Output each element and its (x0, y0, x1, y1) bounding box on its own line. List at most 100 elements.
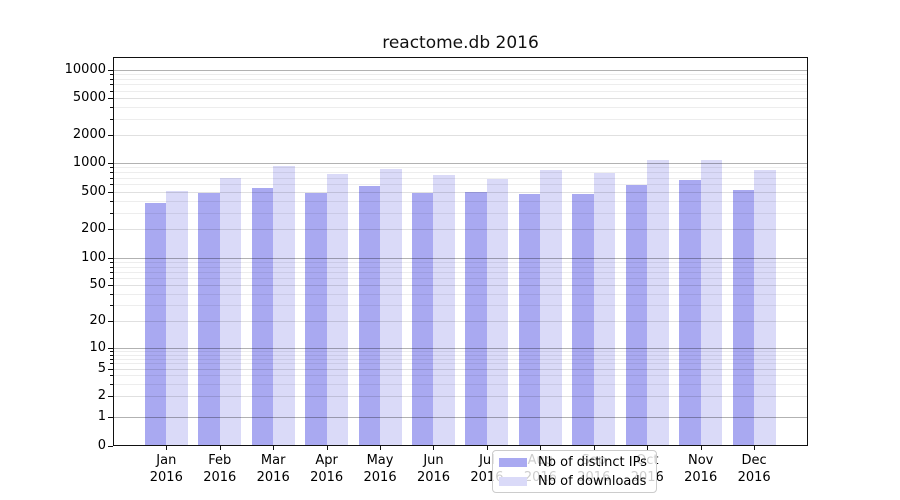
y-tick-minor-9000 (110, 74, 113, 76)
gridline-minor-3 (113, 384, 808, 386)
x-tick-year: 2016 (310, 470, 344, 485)
gridline-minor-8 (113, 354, 808, 356)
x-tick-jan-2016 (166, 446, 168, 450)
gridline-minor-90 (113, 262, 808, 264)
bar-distinct-ips-oct-2016 (625, 184, 648, 446)
bar-downloads-sep-2016 (593, 173, 616, 446)
y-tick-label-100: 100 (81, 250, 106, 265)
gridline-2 (113, 396, 808, 398)
gridline-500 (113, 191, 808, 193)
y-tick-100 (108, 258, 113, 259)
y-tick-0 (108, 446, 113, 447)
bar-distinct-ips-mar-2016 (251, 188, 274, 446)
bar-downloads-jul-2016 (486, 178, 509, 446)
gridline-minor-300 (113, 212, 808, 214)
x-tick-year: 2016 (203, 470, 237, 485)
y-tick-minor-90 (110, 262, 113, 264)
x-tick-label-may-2016: May 2016 (344, 452, 416, 486)
legend: Nb of distinct IPs Nb of downloads (492, 450, 657, 493)
x-tick-sep-2016 (593, 446, 595, 450)
y-tick-minor-800 (110, 172, 113, 174)
y-tick-minor-30 (110, 305, 113, 307)
x-tick-may-2016 (380, 446, 382, 450)
gridline-minor-600 (113, 184, 808, 186)
x-tick-mar-2016 (273, 446, 275, 450)
y-tick-minor-70 (110, 271, 113, 273)
y-tick-2 (108, 396, 113, 398)
y-tick-5000 (108, 97, 113, 99)
bar-downloads-jun-2016 (433, 174, 455, 446)
x-tick-label-nov-2016: Nov 2016 (665, 452, 737, 486)
plot-area: Nb of distinct IPs Nb of downloads (113, 57, 808, 493)
gridline-2000 (113, 135, 808, 136)
y-tick-label-0: 0 (97, 438, 106, 453)
y-tick-label-1000: 1000 (72, 155, 106, 170)
gridline-minor-400 (113, 200, 808, 202)
y-tick-minor-6 (110, 363, 113, 365)
y-tick-label-20: 20 (89, 312, 106, 328)
gridline-minor-60 (113, 277, 808, 279)
x-tick-dec-2016 (754, 446, 756, 450)
y-tick-label-10000: 10000 (64, 62, 106, 77)
y-tick-minor-3 (110, 384, 113, 386)
x-tick-aug-2016 (540, 446, 542, 450)
bar-downloads-may-2016 (380, 169, 402, 446)
y-tick-200 (108, 229, 113, 231)
gridline-50 (113, 285, 808, 287)
y-tick-minor-4 (110, 375, 113, 377)
gridline-minor-80 (113, 266, 808, 268)
gridline-minor-30 (113, 305, 808, 307)
y-tick-label-5000: 5000 (72, 89, 106, 105)
gridline-minor-9 (113, 351, 808, 353)
x-tick-month: Jan (156, 453, 177, 468)
y-tick-10 (108, 348, 113, 349)
legend-swatch-downloads (499, 476, 527, 486)
y-tick-20 (108, 320, 113, 322)
bar-distinct-ips-aug-2016 (518, 194, 541, 446)
gridline-5000 (113, 97, 808, 99)
bar-distinct-ips-jan-2016 (144, 202, 167, 446)
bar-downloads-jan-2016 (166, 191, 188, 446)
y-tick-minor-4000 (110, 107, 113, 108)
x-tick-month: May (366, 453, 394, 468)
x-tick-nov-2016 (700, 446, 702, 450)
y-tick-minor-400 (110, 200, 113, 202)
bar-downloads-mar-2016 (273, 166, 295, 446)
bar-distinct-ips-dec-2016 (732, 189, 755, 446)
x-tick-jun-2016 (433, 446, 435, 450)
gridline-1 (113, 417, 808, 418)
gridline-minor-4 (113, 375, 808, 377)
y-tick-label-1: 1 (97, 409, 106, 424)
gridline-minor-6000 (113, 90, 808, 92)
x-tick-month: Mar (260, 453, 286, 468)
x-tick-apr-2016 (326, 446, 328, 450)
x-tick-label-dec-2016: Dec 2016 (718, 452, 790, 486)
x-tick-month: Jun (423, 453, 444, 468)
x-tick-month: Dec (741, 453, 767, 468)
x-tick-month: Apr (315, 453, 338, 468)
x-tick-label-feb-2016: Feb 2016 (184, 452, 256, 486)
bar-distinct-ips-sep-2016 (572, 193, 594, 446)
bar-downloads-aug-2016 (540, 169, 562, 446)
y-tick-500 (108, 191, 113, 193)
gridline-minor-40 (113, 293, 808, 295)
legend-item-distinct-ips: Nb of distinct IPs (499, 454, 650, 470)
bar-downloads-feb-2016 (219, 178, 242, 446)
x-tick-label-jun-2016: Jun 2016 (397, 452, 469, 486)
y-tick-label-500: 500 (81, 183, 106, 199)
y-tick-50 (108, 285, 113, 287)
y-tick-10000 (108, 70, 113, 71)
x-tick-month: Feb (208, 453, 232, 468)
x-tick-year: 2016 (684, 470, 718, 485)
y-tick-minor-300 (110, 212, 113, 214)
y-tick-1000 (108, 163, 113, 164)
x-tick-year: 2016 (737, 470, 771, 485)
x-tick-label-mar-2016: Mar 2016 (237, 452, 309, 486)
y-tick-label-50: 50 (89, 277, 106, 293)
gridline-100 (113, 258, 808, 259)
legend-label-downloads: Nb of downloads (538, 473, 647, 489)
y-tick-minor-7000 (110, 84, 113, 86)
y-tick-label-5: 5 (97, 360, 106, 376)
gridline-5 (113, 368, 808, 370)
y-tick-minor-8 (110, 354, 113, 356)
